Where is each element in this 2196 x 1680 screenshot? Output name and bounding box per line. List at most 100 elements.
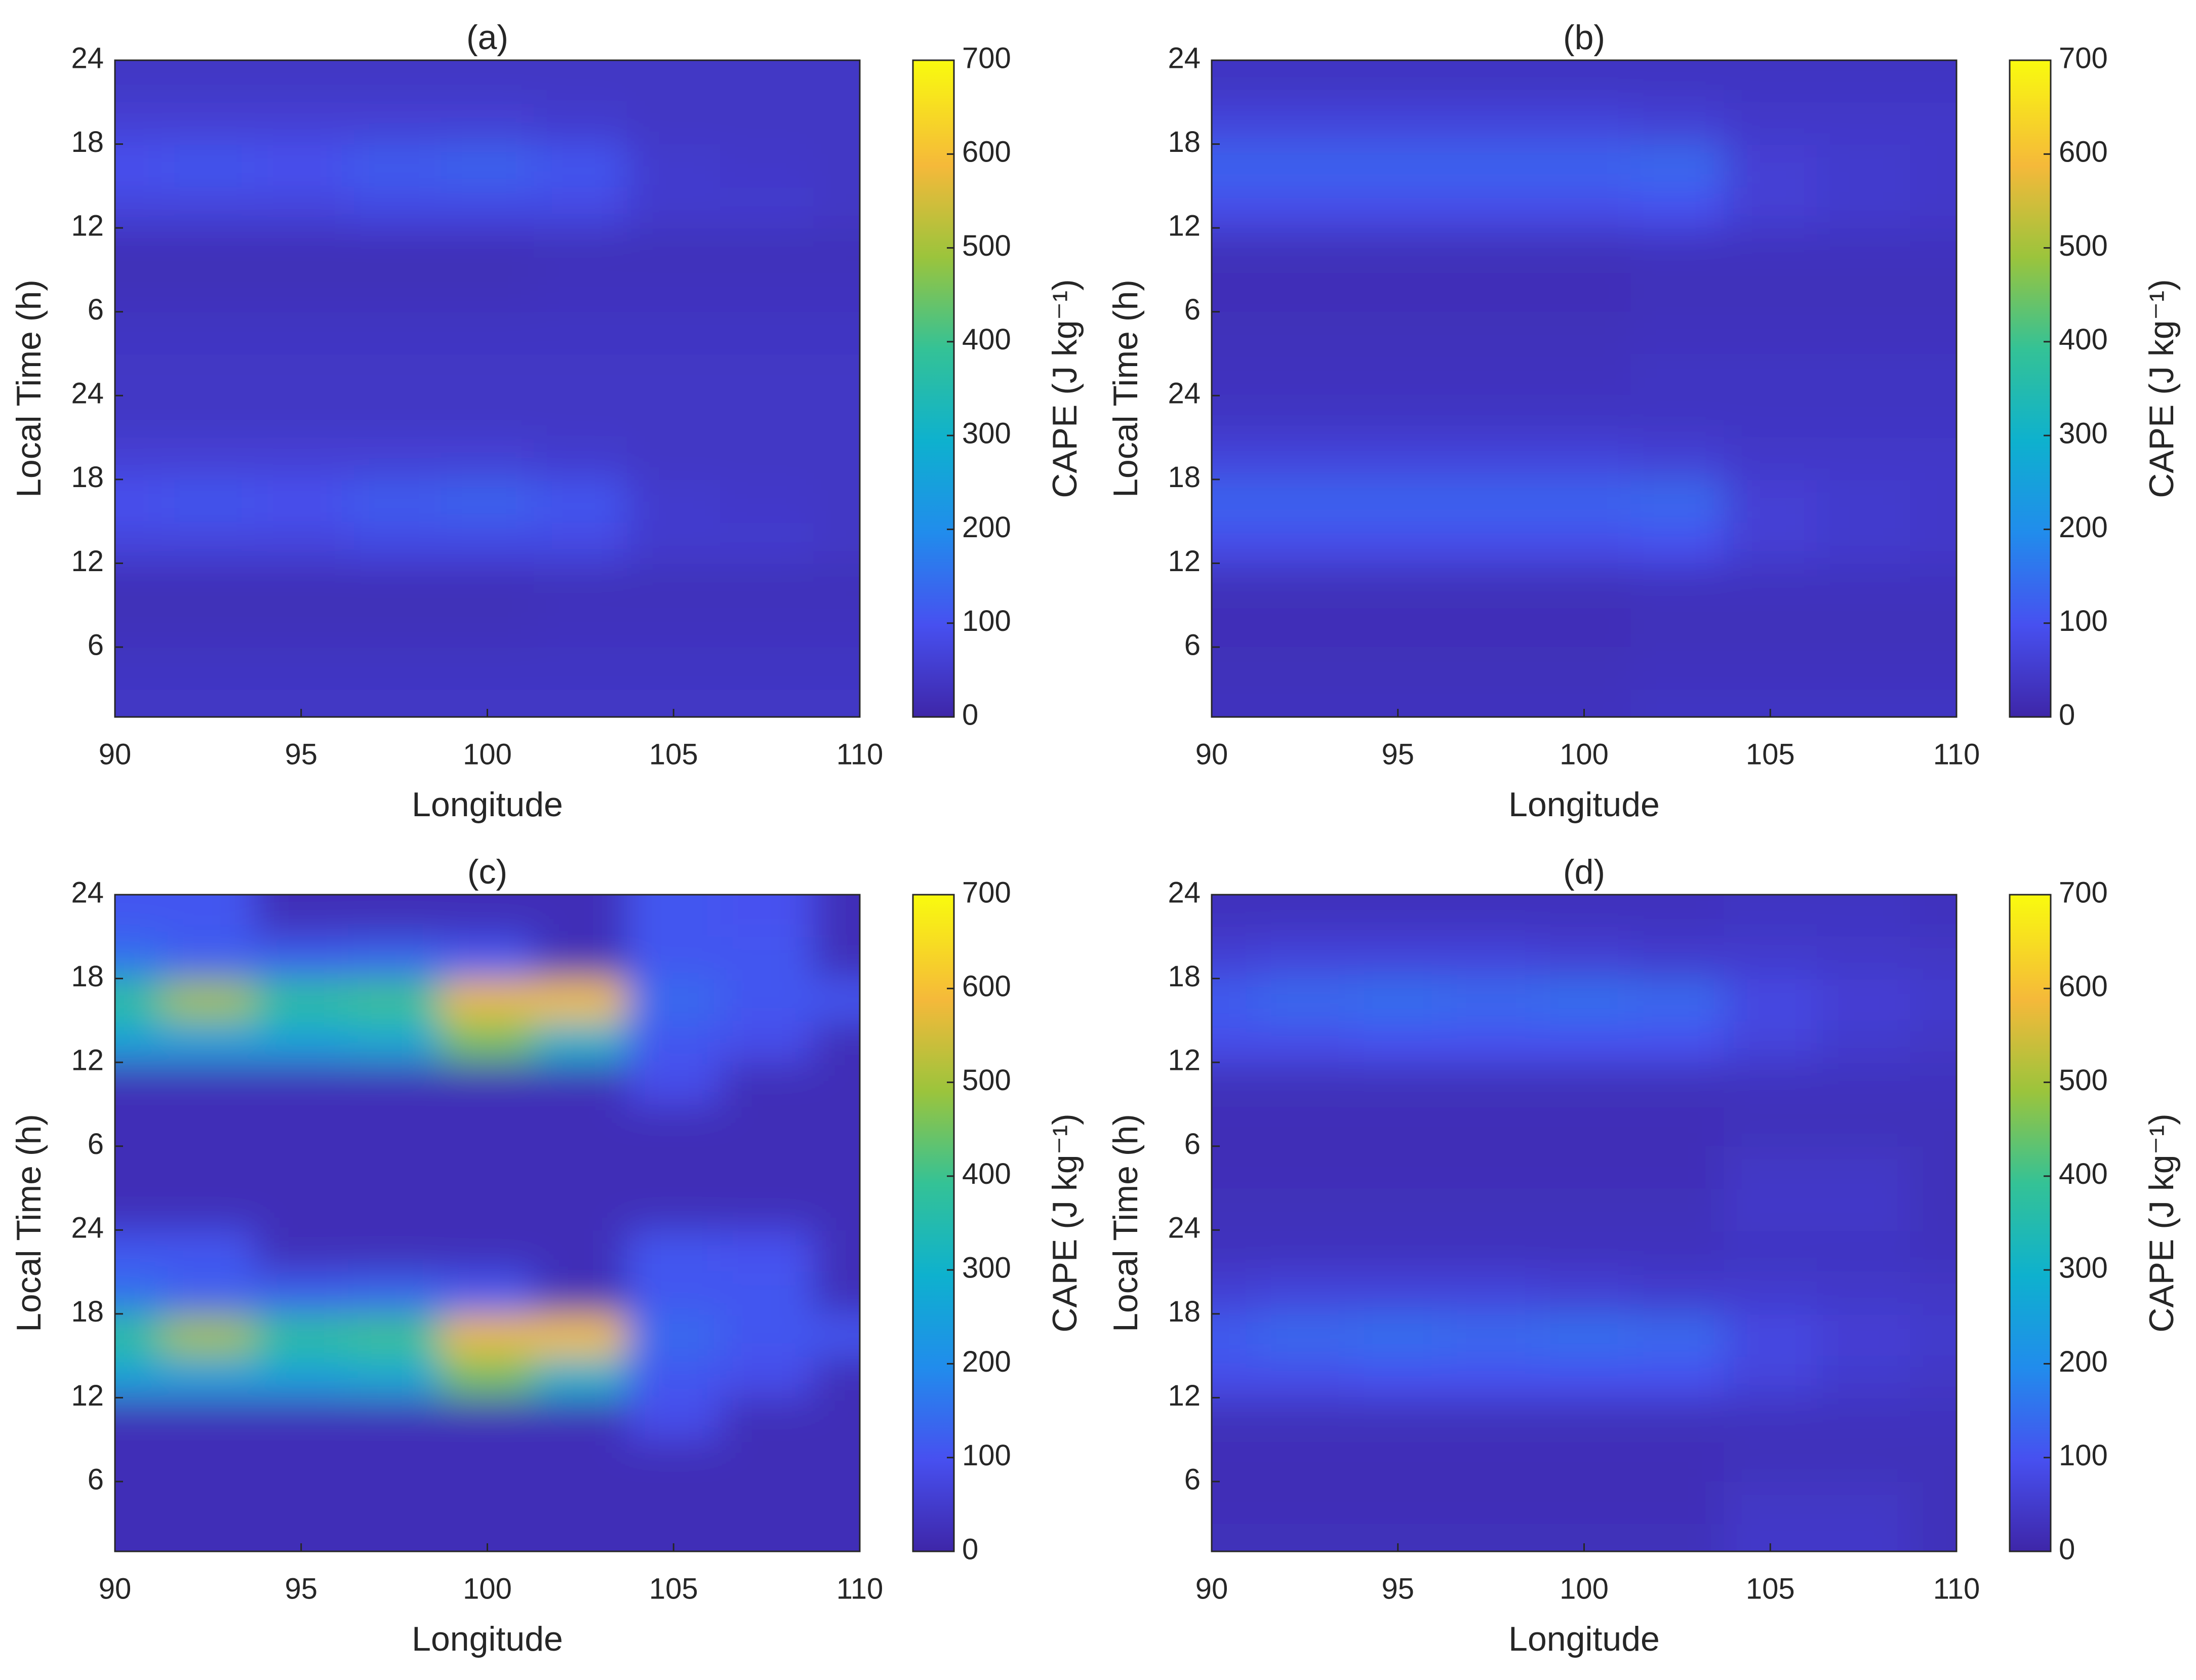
contour-cell	[441, 895, 535, 937]
y-tick-label: 12	[1168, 1379, 1201, 1412]
contour-cell	[1212, 1146, 1259, 1189]
contour-cell	[1444, 1146, 1538, 1189]
contour-cell	[1630, 1355, 1725, 1398]
x-tick-label: 90	[1195, 738, 1228, 771]
contour-cell	[534, 1313, 628, 1356]
colorbar-tick-label: 100	[962, 605, 1011, 637]
contour-cell	[1258, 269, 1352, 312]
contour-cell	[534, 186, 628, 229]
contour-cell	[1630, 1482, 1725, 1524]
contour-cell	[1630, 978, 1725, 1021]
contour-cell	[115, 1104, 162, 1147]
contour-cell	[813, 102, 860, 145]
contour-cell	[347, 521, 442, 564]
colorbar-tick-label: 500	[2059, 229, 2108, 262]
contour-cell	[1258, 144, 1352, 187]
contour-cell	[347, 978, 442, 1021]
colorbar-tick-label: 300	[2059, 1251, 2108, 1284]
contour-cell	[1724, 1062, 1818, 1105]
contour-cell	[813, 353, 860, 396]
y-tick-label: 24	[1168, 42, 1201, 74]
contour-cell	[1817, 895, 1911, 937]
contour-cell	[441, 1146, 535, 1189]
contour-cell	[1212, 689, 1259, 717]
contour-cell	[1817, 144, 1911, 187]
contour-cell	[627, 1272, 721, 1314]
contour-cell	[1212, 936, 1259, 979]
contour-cell	[534, 936, 628, 979]
contour-cell	[1444, 647, 1538, 690]
contour-cell	[115, 1272, 162, 1314]
contour-cell	[534, 1355, 628, 1398]
contour-cell	[813, 144, 860, 187]
contour-cell	[720, 1230, 814, 1273]
contour-cell	[1630, 1188, 1725, 1231]
contour-cell	[1537, 1104, 1631, 1147]
contour-cell	[1910, 1397, 1957, 1441]
contour-cell	[534, 1104, 628, 1147]
contour-cell	[1258, 102, 1352, 145]
contour-cell	[1724, 521, 1818, 564]
contour-cell	[161, 1482, 255, 1524]
y-tick-label: 6	[88, 628, 104, 661]
colorbar-tick-label: 300	[962, 417, 1011, 450]
contour-cell	[1910, 521, 1957, 564]
contour-cell	[1724, 936, 1818, 979]
contour-cell	[1724, 563, 1818, 606]
contour-cell	[1817, 689, 1911, 717]
contour-cell	[534, 60, 628, 103]
contour-cell	[1537, 1313, 1631, 1356]
contour-cell	[1258, 1272, 1352, 1314]
contour-cell	[1351, 353, 1445, 396]
contour-cell	[1351, 269, 1445, 312]
contour-cell	[1910, 311, 1957, 354]
contour-cell	[1817, 1272, 1911, 1314]
contour-cell	[1537, 1272, 1631, 1314]
contour-cell	[720, 1482, 814, 1524]
contour-cell	[1258, 563, 1352, 606]
contour-cell	[1817, 563, 1911, 606]
colorbar-label: CAPE (J kg⁻¹)	[1046, 1113, 1084, 1333]
contour-cell	[1258, 1313, 1352, 1356]
contour-cell	[254, 395, 348, 438]
contour-cell	[1724, 437, 1818, 480]
contour-cell	[1258, 605, 1352, 648]
contour-cell	[1537, 521, 1631, 564]
contour-cell	[534, 102, 628, 145]
contour-cell	[1724, 1313, 1818, 1356]
contour-cell	[534, 1062, 628, 1105]
colorbar-tick-label: 500	[2059, 1064, 2108, 1097]
contour-cell	[1351, 60, 1445, 103]
contour-cell	[813, 1355, 860, 1398]
contour-cell	[1724, 1397, 1818, 1441]
contour-cell	[720, 1313, 814, 1356]
contour-cell	[627, 395, 721, 438]
colorbar-tick-label: 400	[2059, 1157, 2108, 1190]
contour-cell	[720, 895, 814, 937]
contour-cell	[1212, 395, 1259, 438]
contour-cell	[1910, 978, 1957, 1021]
contour-cell	[534, 978, 628, 1021]
contour-cell	[1444, 521, 1538, 564]
contour-cell	[1444, 936, 1538, 979]
contour-cell	[627, 1355, 721, 1398]
contour-cell	[1444, 60, 1538, 103]
contour-cell	[1351, 1313, 1445, 1356]
contour-cell	[720, 437, 814, 480]
contour-cell	[534, 605, 628, 648]
contour-cell	[1537, 1439, 1631, 1483]
contour-cell	[1444, 1020, 1538, 1063]
contour-cell	[1537, 936, 1631, 979]
contour-cell	[534, 563, 628, 606]
contour-cell	[813, 605, 860, 648]
x-tick-label: 100	[463, 738, 512, 771]
contour-cell	[720, 1188, 814, 1231]
contour-cell	[1630, 1146, 1725, 1189]
contour-cell	[627, 1482, 721, 1524]
y-tick-label: 12	[1168, 545, 1201, 578]
contour-cell	[1630, 1397, 1725, 1441]
contour-cell	[1724, 978, 1818, 1021]
contour-cell	[813, 1062, 860, 1105]
contour-cell	[254, 1355, 348, 1398]
contour-cell	[1724, 102, 1818, 145]
